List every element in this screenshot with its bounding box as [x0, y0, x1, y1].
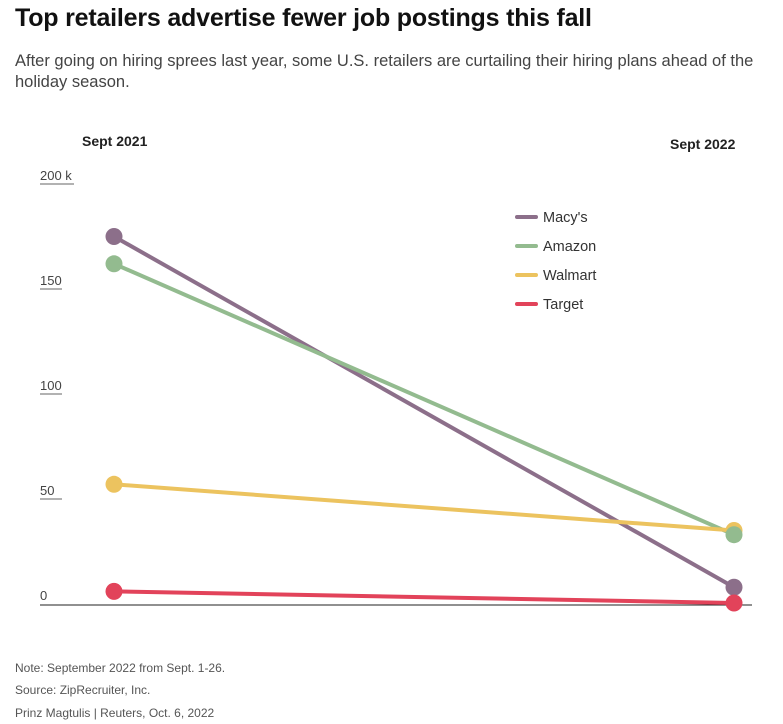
data-point-macys — [725, 578, 743, 596]
y-tick-label: 0 — [40, 588, 47, 603]
legend: Macy's Amazon Walmart Target — [515, 210, 596, 313]
footer-source: Source: ZipRecruiter, Inc. — [15, 683, 151, 697]
x-axis-label: Sept 2021 — [82, 133, 148, 149]
data-point-target — [105, 582, 123, 600]
x-axis-labels: Sept 2021 Sept 2022 — [82, 133, 736, 152]
y-tick-label: 50 — [40, 483, 54, 498]
y-axis-ticks: 0 50 100 150 200 k — [40, 168, 74, 603]
y-tick-label: 150 — [40, 273, 62, 288]
chart-subtitle: After going on hiring sprees last year, … — [15, 52, 754, 91]
legend-label: Amazon — [543, 239, 596, 255]
data-point-macys — [105, 228, 123, 245]
series-line-macys — [112, 234, 736, 590]
y-tick-label: 200 k — [40, 168, 72, 183]
series-lines — [112, 234, 736, 605]
data-point-amazon — [725, 526, 743, 544]
footer-note: Note: September 2022 from Sept. 1-26. — [15, 661, 226, 675]
series-line-target — [112, 589, 736, 605]
series-points — [105, 228, 743, 612]
series-line-amazon — [112, 261, 736, 537]
series-line-walmart — [112, 482, 736, 533]
data-point-amazon — [105, 255, 123, 273]
x-axis-label: Sept 2022 — [670, 136, 736, 152]
footer-credit: Prinz Magtulis | Reuters, Oct. 6, 2022 — [15, 706, 215, 720]
data-point-walmart — [105, 475, 123, 493]
data-point-target — [725, 594, 743, 612]
y-tick-label: 100 — [40, 378, 62, 393]
legend-label: Macy's — [543, 210, 588, 226]
chart-title: Top retailers advertise fewer job postin… — [15, 4, 592, 32]
legend-label: Walmart — [543, 268, 596, 284]
legend-label: Target — [543, 297, 583, 313]
